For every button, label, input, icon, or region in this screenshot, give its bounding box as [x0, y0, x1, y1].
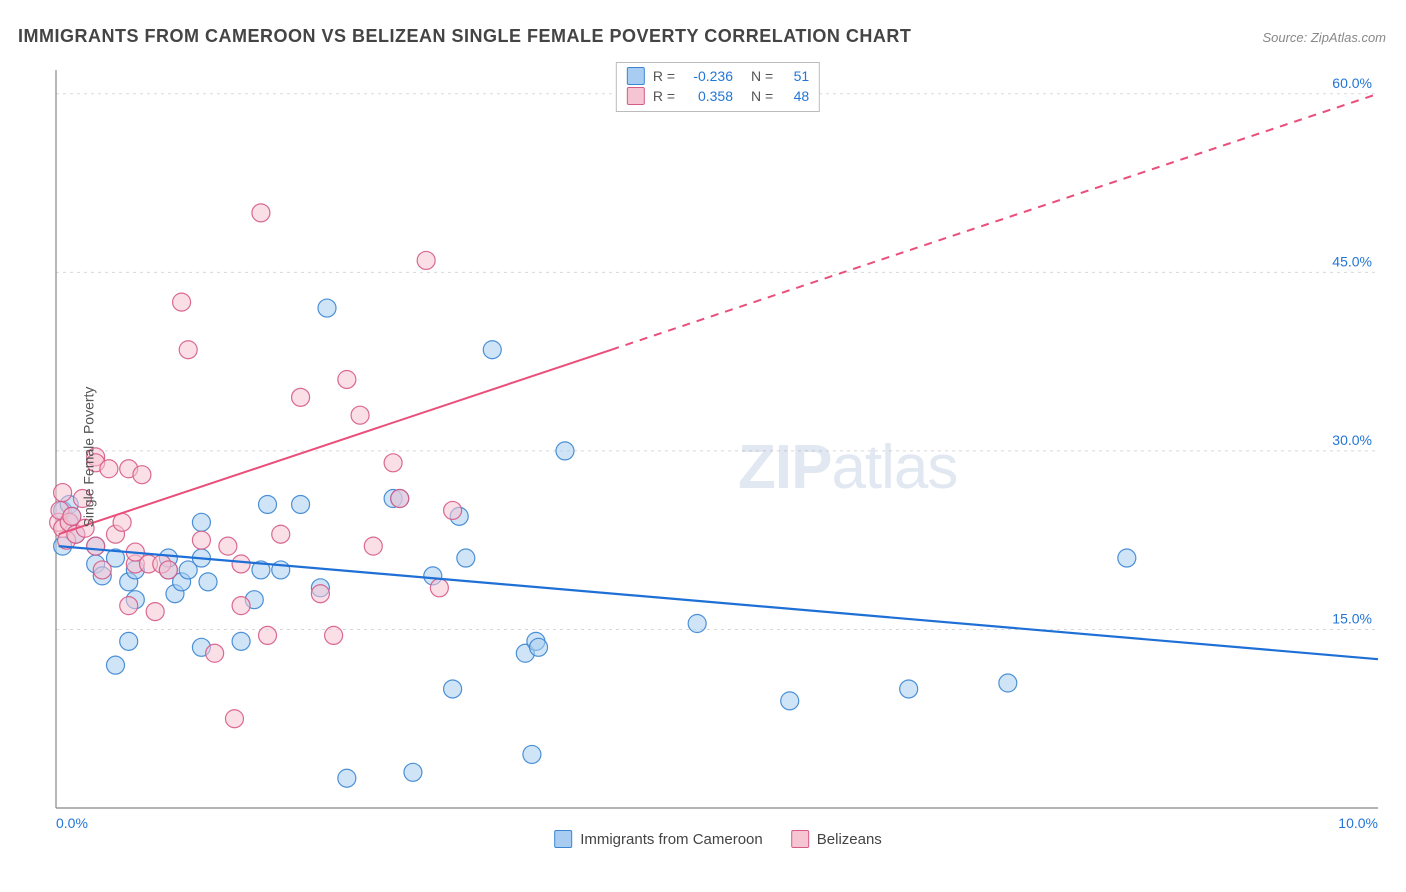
- r-label: R =: [653, 88, 675, 104]
- scatter-chart: 15.0% 30.0% 45.0% 60.0% 0.0% 10.0%: [48, 62, 1388, 852]
- svg-text:15.0%: 15.0%: [1332, 610, 1372, 626]
- legend-item: Belizeans: [791, 830, 882, 848]
- r-label: R =: [653, 68, 675, 84]
- legend-item: Immigrants from Cameroon: [554, 830, 763, 848]
- legend-row: R = 0.358 N = 48: [627, 87, 809, 105]
- n-value: 51: [781, 68, 809, 84]
- svg-text:60.0%: 60.0%: [1332, 75, 1372, 91]
- svg-text:45.0%: 45.0%: [1332, 253, 1372, 269]
- n-value: 48: [781, 88, 809, 104]
- r-value: -0.236: [683, 68, 733, 84]
- chart-title: IMMIGRANTS FROM CAMEROON VS BELIZEAN SIN…: [18, 26, 911, 47]
- svg-text:0.0%: 0.0%: [56, 815, 88, 831]
- source-label: Source: ZipAtlas.com: [1262, 30, 1386, 45]
- correlation-legend: R = -0.236 N = 51 R = 0.358 N = 48: [616, 62, 820, 112]
- svg-text:30.0%: 30.0%: [1332, 432, 1372, 448]
- legend-label: Immigrants from Cameroon: [580, 831, 763, 848]
- legend-row: R = -0.236 N = 51: [627, 67, 809, 85]
- legend-label: Belizeans: [817, 831, 882, 848]
- legend-swatch: [554, 830, 572, 848]
- y-axis-label: Single Female Poverty: [80, 387, 96, 528]
- svg-text:10.0%: 10.0%: [1338, 815, 1378, 831]
- legend-swatch: [627, 67, 645, 85]
- r-value: 0.358: [683, 88, 733, 104]
- chart-container: Single Female Poverty 15.0% 30.0% 45.0% 60.…: [48, 62, 1388, 852]
- n-label: N =: [751, 88, 773, 104]
- n-label: N =: [751, 68, 773, 84]
- series-legend: Immigrants from Cameroon Belizeans: [554, 830, 882, 848]
- legend-swatch: [627, 87, 645, 105]
- legend-swatch: [791, 830, 809, 848]
